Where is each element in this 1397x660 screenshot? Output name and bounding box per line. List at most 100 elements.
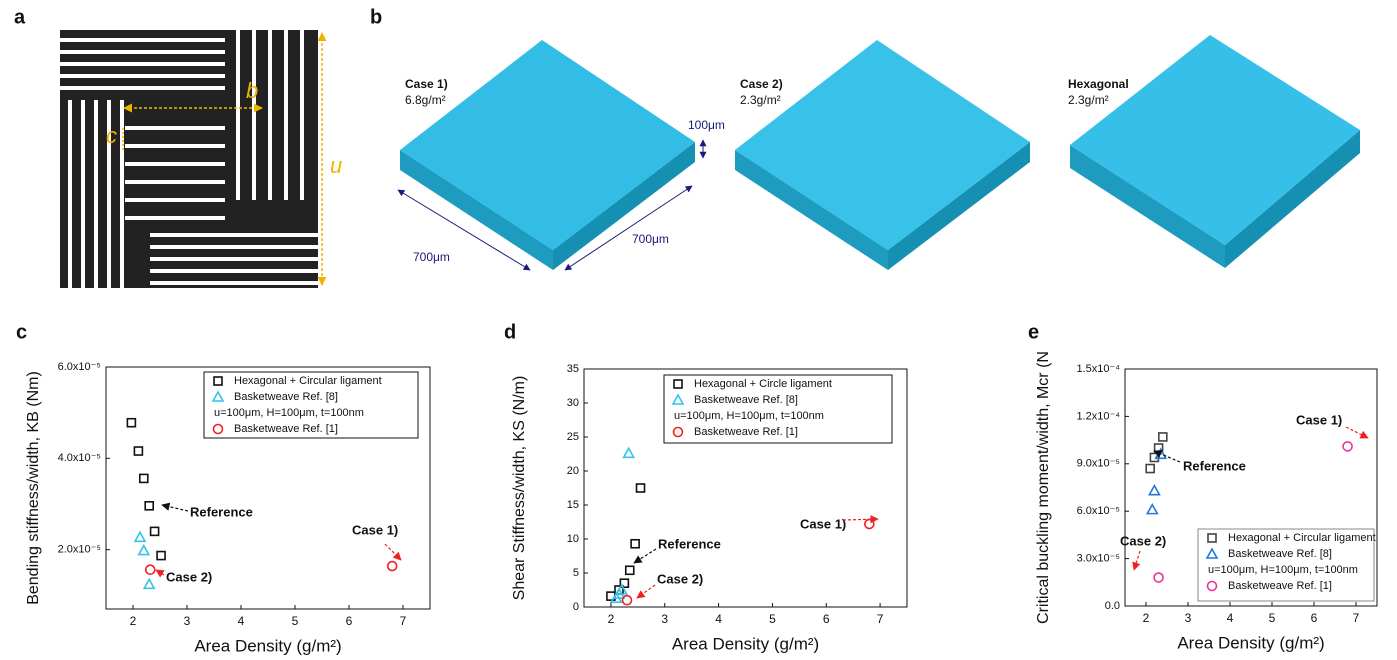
marker-square	[673, 379, 683, 389]
annotation: Case 1)	[1296, 412, 1342, 427]
x-tick-label: 6	[346, 614, 353, 628]
plot-frame	[1124, 368, 1378, 607]
x-axis-label: Area Density (g/m²)	[672, 634, 819, 653]
y-axis-label: Bending stiffness/width, KB (Nm)	[25, 371, 42, 605]
y-tick-label: 4.0x10⁻⁵	[58, 452, 101, 464]
plot-frame	[105, 366, 431, 610]
marker-square	[139, 473, 149, 484]
y-tick-label: 5	[573, 567, 579, 579]
annotation-arrow	[384, 543, 402, 561]
y-tick-label: 1.2x10⁻⁴	[1076, 410, 1120, 422]
pattern-drawing	[60, 30, 318, 288]
legend-note: u=100μm, H=100μm, t=100nm	[214, 407, 364, 419]
x-tick-label: 5	[769, 612, 776, 626]
marker-triangle	[1145, 502, 1159, 515]
dimension-arrow	[564, 185, 693, 271]
pattern-base	[60, 30, 318, 288]
legend-label: Basketweave Ref. [8]	[234, 391, 338, 403]
marker-square	[133, 446, 144, 456]
legend-box	[1197, 528, 1375, 602]
x-tick-label: 3	[1185, 611, 1192, 625]
y-tick-label: 15	[567, 499, 579, 511]
marker-triangle	[615, 583, 629, 595]
y-tick-label: 0	[573, 601, 579, 613]
annotation: Case 2)	[166, 569, 212, 584]
annotation: Reference	[1183, 458, 1246, 473]
annotation-arrow	[1132, 550, 1141, 571]
legend-label: Basketweave Ref. [1]	[234, 423, 338, 435]
y-tick-label: 0.0	[1105, 600, 1120, 612]
x-tick-label: 6	[1311, 611, 1318, 625]
dimension-label: b	[246, 78, 258, 103]
x-tick-label: 7	[400, 614, 407, 628]
marker-square	[144, 501, 154, 511]
y-tick-label: 35	[567, 363, 579, 375]
legend-label: Hexagonal + Circle ligament	[694, 378, 832, 390]
annotation-arrow	[1345, 426, 1369, 439]
case-density: 2.3g/m²	[1068, 93, 1109, 107]
structure-case2	[735, 40, 1030, 270]
y-axis-label: Critical buckling moment/width, Mcr (N	[1035, 351, 1052, 624]
marker-triangle	[211, 390, 225, 402]
x-tick-label: 3	[184, 614, 191, 628]
marker-triangle	[622, 446, 636, 459]
case-title: Hexagonal	[1068, 77, 1129, 91]
x-tick-label: 2	[1143, 611, 1150, 625]
x-tick-label: 6	[823, 612, 830, 626]
y-tick-label: 6.0x10⁻⁵	[1077, 505, 1120, 517]
legend-note: u=100μm, H=100μm, t=100nm	[1208, 564, 1358, 576]
dimension-label: 700μm	[632, 232, 669, 246]
y-tick-label: 25	[567, 431, 579, 443]
x-axis-label: Area Density (g/m²)	[1177, 633, 1324, 652]
dimension-arrow	[397, 189, 531, 271]
marker-square	[1145, 463, 1155, 474]
marker-square	[624, 565, 635, 576]
panel-label: d	[504, 321, 516, 343]
legend-label: Hexagonal + Circular ligament	[1228, 532, 1376, 544]
marker-circle	[386, 560, 398, 572]
marker-square	[126, 417, 137, 428]
marker-circle	[672, 426, 684, 438]
annotation: Reference	[190, 504, 253, 519]
x-tick-label: 2	[608, 612, 615, 626]
marker-triangle	[1205, 547, 1219, 559]
marker-triangle	[142, 577, 156, 590]
marker-square	[213, 376, 223, 386]
marker-triangle	[1148, 484, 1161, 496]
marker-square	[1158, 432, 1168, 442]
legend-label: Basketweave Ref. [8]	[1228, 548, 1332, 560]
marker-circle	[621, 594, 633, 606]
y-tick-label: 30	[567, 397, 579, 409]
x-axis-label: Area Density (g/m²)	[194, 636, 341, 655]
legend-label: Hexagonal + Circular ligament	[234, 375, 382, 387]
marker-triangle	[137, 543, 151, 556]
marker-circle	[864, 518, 875, 530]
dimension-label: u	[330, 153, 342, 178]
legend-note: u=100μm, H=100μm, t=100nm	[674, 410, 824, 422]
case-title: Case 1)	[405, 77, 448, 91]
marker-triangle	[133, 530, 147, 543]
annotation-arrow	[842, 515, 879, 524]
y-tick-label: 1.5x10⁻⁴	[1076, 363, 1120, 375]
annotation: Reference	[658, 536, 721, 551]
panel-label: a	[14, 6, 26, 28]
case-title: Case 2)	[740, 77, 783, 91]
dimension-label: 700μm	[413, 250, 450, 264]
plot-frame	[583, 368, 908, 608]
marker-circle	[1206, 580, 1218, 592]
y-tick-label: 6.0x10⁻⁵	[58, 361, 101, 373]
x-tick-label: 7	[877, 612, 884, 626]
x-tick-label: 4	[238, 614, 245, 628]
case-density: 6.8g/m²	[405, 93, 446, 107]
structure-hexagonal	[1070, 35, 1360, 268]
dimension-label: c	[106, 123, 117, 148]
marker-circle	[144, 564, 156, 576]
marker-circle	[1153, 572, 1164, 583]
y-tick-label: 9.0x10⁻⁵	[1077, 458, 1120, 470]
annotation: Case 1)	[800, 516, 846, 531]
marker-square	[619, 578, 630, 589]
panel-label: b	[370, 6, 382, 28]
dimension-label: 100μm	[688, 118, 725, 132]
annotation-arrow	[636, 584, 656, 599]
